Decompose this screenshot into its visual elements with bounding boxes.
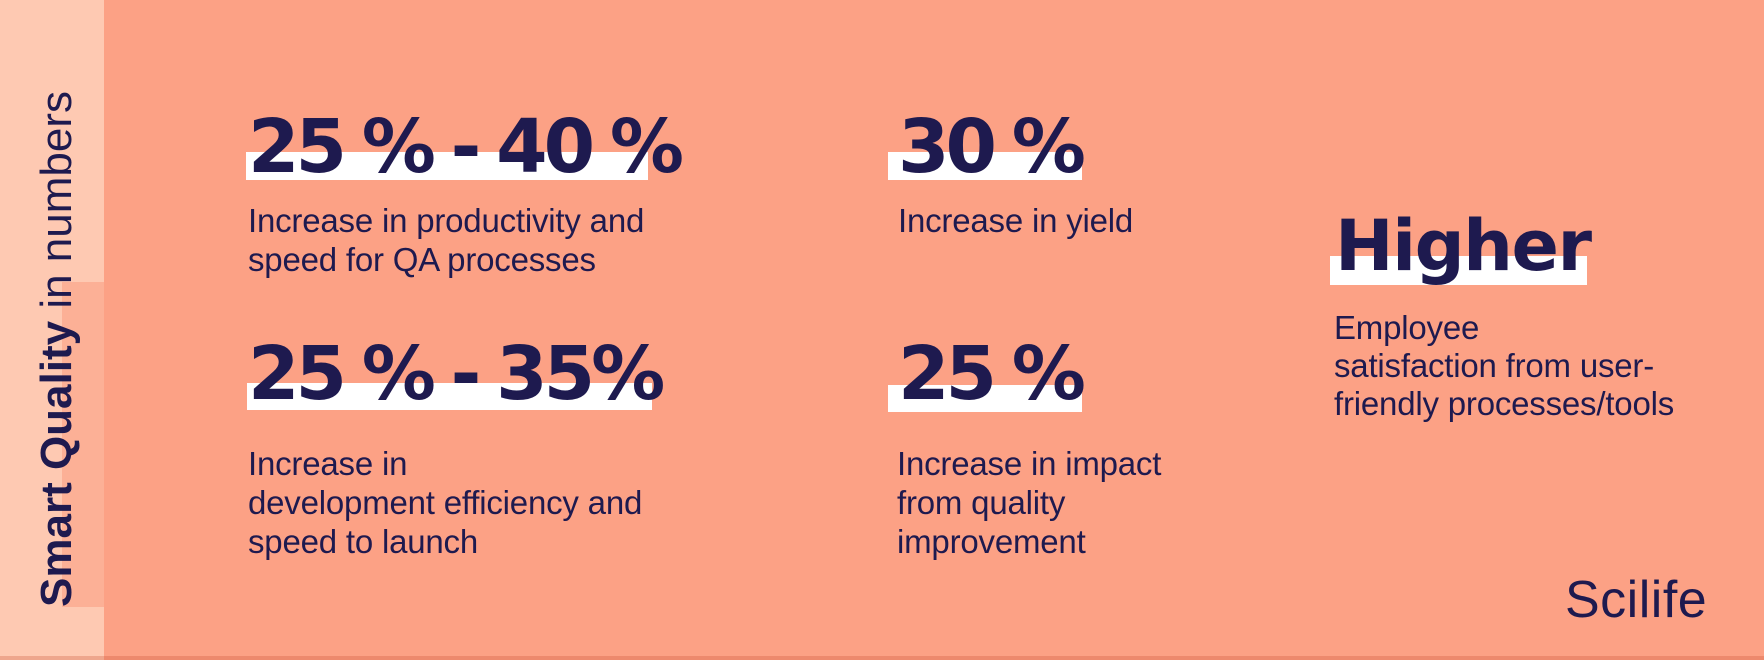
stat-impact-highlight-bar bbox=[888, 385, 1082, 412]
stat-satisfaction-label: Employee satisfaction from user- friendl… bbox=[1334, 309, 1675, 422]
stat-yield-value: 30 % bbox=[898, 104, 1086, 190]
stat-yield-label: Increase in yield bbox=[898, 202, 1134, 239]
vertical-title: Smart Quality in numbers bbox=[26, 47, 88, 607]
stat-productivity-label: Increase in productivity and speed for Q… bbox=[248, 202, 645, 278]
stat-satisfaction-value: Higher bbox=[1335, 205, 1592, 287]
stat-impact-value: 25 % bbox=[898, 331, 1086, 417]
stat-productivity-highlight-bar bbox=[246, 152, 648, 180]
stat-impact-label: Increase in impact from quality improvem… bbox=[897, 445, 1162, 560]
stat-development-label: Increase in development efficiency and s… bbox=[248, 445, 643, 560]
sidebar-title-highlight-strip bbox=[62, 282, 104, 607]
stat-satisfaction-highlight-bar bbox=[1330, 256, 1587, 285]
scilife-logo: Scilife bbox=[1565, 571, 1708, 629]
stat-development-highlight-bar bbox=[247, 383, 652, 410]
vertical-title-bold: Smart Quality bbox=[32, 320, 81, 607]
vertical-title-rest: in numbers bbox=[32, 91, 81, 321]
stat-development-value: 25 % - 35% bbox=[248, 331, 665, 417]
sidebar: Smart Quality in numbers bbox=[0, 0, 104, 660]
stat-productivity-value: 25 % - 40 % bbox=[248, 104, 684, 190]
stat-yield-highlight-bar bbox=[888, 152, 1082, 180]
bottom-edge-divider bbox=[0, 656, 1764, 660]
